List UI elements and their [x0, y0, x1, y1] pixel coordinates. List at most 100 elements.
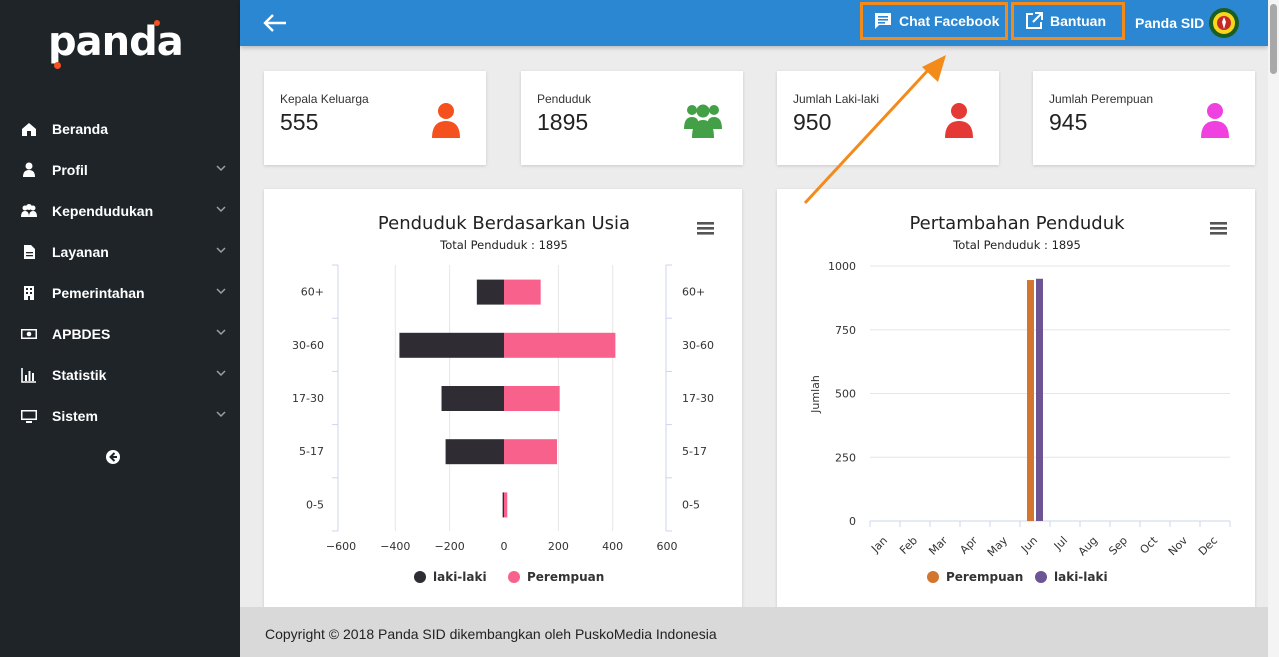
bar-laki-laki[interactable] [441, 386, 504, 411]
category-label-left: 60+ [301, 286, 324, 299]
bar-perempuan[interactable] [504, 279, 541, 305]
bar-perempuan[interactable] [504, 439, 557, 465]
bar-laki-laki[interactable] [1036, 278, 1043, 521]
sidebar-menu: Beranda Profil Kependudukan Layanan Peme… [0, 108, 240, 436]
top-header: Chat Facebook Bantuan Panda SID [240, 0, 1268, 46]
category-label-left: 30-60 [292, 339, 324, 352]
sidebar-item-label: Layanan [52, 243, 109, 260]
chart-menu-line [1210, 227, 1227, 230]
chevron-down-icon [216, 370, 226, 377]
bar-laki-laki[interactable] [502, 492, 505, 518]
home-icon [22, 122, 36, 136]
chevron-down-icon [216, 288, 226, 295]
chevron-down-icon [216, 247, 226, 254]
stat-value: 1895 [537, 109, 589, 135]
bar-laki-laki[interactable] [445, 439, 504, 465]
legend-marker[interactable] [1035, 571, 1047, 583]
x-tick-label: −600 [326, 540, 356, 553]
chat-bubble-icon [875, 13, 891, 29]
bar-perempuan[interactable] [504, 492, 508, 518]
scrollbar-thumb[interactable] [1270, 4, 1277, 74]
stat-card[interactable]: Penduduk 1895 [521, 71, 743, 165]
x-tick-label: Feb [897, 534, 920, 557]
chart-title: Penduduk Berdasarkan Usia [378, 213, 630, 234]
logo-dot-accent [154, 20, 160, 26]
monitor-icon [21, 409, 37, 423]
sidebar-item-profil[interactable]: Profil [0, 149, 240, 190]
legend-label[interactable]: Perempuan [527, 570, 604, 584]
category-label-left: 5-17 [299, 445, 324, 458]
legend-label[interactable]: Perempuan [946, 570, 1023, 584]
money-icon [21, 328, 37, 339]
chart-menu-line [697, 232, 714, 235]
chart-subtitle: Total Penduduk : 1895 [952, 238, 1081, 252]
stat-label: Kepala Keluarga [280, 92, 369, 106]
stat-label: Jumlah Perempuan [1049, 92, 1154, 106]
stat-card[interactable]: Jumlah Perempuan 945 [1033, 71, 1255, 165]
legend-marker[interactable] [414, 571, 426, 583]
chat-facebook-label: Chat Facebook [899, 13, 1000, 29]
x-tick-label: −400 [380, 540, 410, 553]
sidebar-item-apbdes[interactable]: APBDES [0, 313, 240, 354]
sidebar-item-kependudukan[interactable]: Kependudukan [0, 190, 240, 231]
category-label-right: 17-30 [682, 392, 714, 405]
age-chart-panel: Penduduk Berdasarkan Usia Total Penduduk … [264, 189, 742, 619]
category-label-right: 5-17 [682, 445, 707, 458]
sidebar-item-label: APBDES [52, 325, 111, 342]
y-tick-label: 750 [835, 324, 856, 337]
file-icon [24, 244, 35, 259]
x-tick-label: Nov [1166, 534, 1191, 559]
user-name: Panda SID [1135, 15, 1205, 31]
bar-chart-icon [21, 367, 36, 383]
x-tick-label: Jul [1051, 534, 1070, 553]
y-tick-label: 1000 [828, 260, 856, 273]
x-tick-label: 400 [602, 540, 623, 553]
chat-facebook-button[interactable]: Chat Facebook [860, 2, 1008, 40]
population-growth-chart: Pertambahan Penduduk Total Penduduk : 189… [809, 213, 1231, 584]
sidebar: panda Beranda Profil Kependudukan Layana… [0, 0, 240, 657]
sidebar-item-beranda[interactable]: Beranda [0, 108, 240, 149]
x-tick-label: Jan [868, 534, 890, 556]
chevron-down-icon [216, 165, 226, 172]
x-tick-label: Jun [1018, 534, 1040, 556]
back-arrow-icon[interactable] [262, 12, 288, 34]
chart-menu-icon[interactable] [697, 222, 714, 235]
logo-text: panda [48, 19, 184, 65]
external-link-icon [1026, 12, 1043, 29]
page-scrollbar[interactable] [1268, 0, 1279, 657]
category-label-left: 17-30 [292, 392, 324, 405]
bar-laki-laki[interactable] [399, 332, 504, 358]
bar-perempuan[interactable] [504, 332, 616, 358]
sidebar-item-sistem[interactable]: Sistem [0, 395, 240, 436]
sidebar-item-label: Profil [52, 161, 88, 178]
chevron-down-icon [216, 329, 226, 336]
person-icon [432, 103, 460, 138]
legend-label[interactable]: laki-laki [1054, 570, 1108, 584]
sidebar-item-layanan[interactable]: Layanan [0, 231, 240, 272]
logo-dot [54, 62, 61, 69]
stat-card[interactable]: Jumlah Laki-laki 950 [777, 71, 999, 165]
chart-title: Pertambahan Penduduk [909, 213, 1125, 234]
bar-perempuan[interactable] [504, 386, 560, 411]
x-tick-label: 0 [501, 540, 508, 553]
group-icon [684, 104, 722, 138]
sidebar-item-pemerintahan[interactable]: Pemerintahan [0, 272, 240, 313]
stat-card[interactable]: Kepala Keluarga 555 [264, 71, 486, 165]
bar-perempuan[interactable] [1027, 280, 1034, 521]
legend-label[interactable]: laki-laki [433, 570, 487, 584]
legend-marker[interactable] [508, 571, 520, 583]
sidebar-item-statistik[interactable]: Statistik [0, 354, 240, 395]
copyright-text: Copyright © 2018 Panda SID dikembangkan … [265, 626, 717, 642]
user-icon [23, 162, 35, 177]
collapse-sidebar-icon[interactable] [104, 448, 122, 466]
chart-menu-icon[interactable] [1210, 222, 1227, 235]
x-tick-label: Dec [1196, 534, 1220, 558]
chevron-down-icon [216, 206, 226, 213]
chart-menu-line [697, 222, 714, 225]
legend-marker[interactable] [927, 571, 939, 583]
panda-logo[interactable]: panda [48, 20, 198, 72]
user-menu[interactable]: Panda SID [1135, 8, 1240, 38]
bar-laki-laki[interactable] [476, 279, 504, 305]
x-tick-label: Aug [1076, 534, 1100, 558]
bantuan-button[interactable]: Bantuan [1011, 2, 1125, 40]
